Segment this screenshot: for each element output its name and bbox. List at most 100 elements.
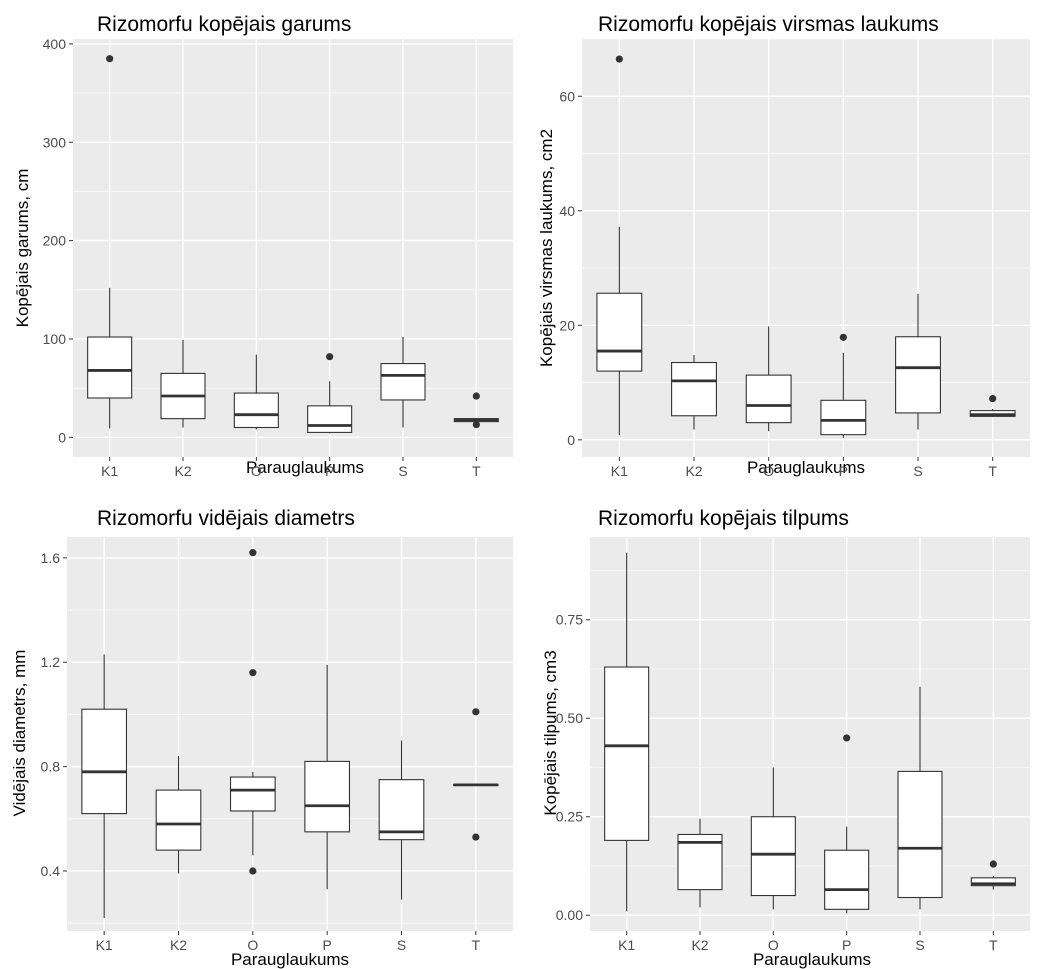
box-K2 <box>160 339 206 428</box>
box-K1 <box>87 55 133 429</box>
y-tick-label: 200 <box>43 233 67 249</box>
x-tick-label: O <box>247 937 258 953</box>
x-tick-label: K1 <box>96 937 113 953</box>
box-O <box>229 549 276 875</box>
box-T <box>969 394 1016 417</box>
x-tick-label: P <box>325 463 334 479</box>
outlier-point <box>106 55 114 63</box>
box-iqr <box>87 336 133 399</box>
outlier-point <box>472 392 480 400</box>
x-tick-label: S <box>915 937 924 953</box>
x-tick-label: O <box>768 937 779 953</box>
outlier-point <box>249 669 257 677</box>
x-tick-label: P <box>842 937 851 953</box>
box-iqr <box>895 336 941 414</box>
y-tick-label: 0 <box>58 429 66 445</box>
box-iqr <box>155 789 202 851</box>
box-O <box>233 354 279 430</box>
x-tick-label: O <box>251 463 262 479</box>
x-axis-title: Parauglaukums <box>753 950 871 969</box>
x-tick-label: K1 <box>101 463 118 479</box>
x-axis-title: Parauglaukums <box>747 458 865 477</box>
x-axis-title: Parauglaukums <box>246 458 364 477</box>
box-S <box>378 740 425 900</box>
box-K1 <box>81 654 128 918</box>
y-tick-label: 0.4 <box>41 863 61 879</box>
box-P <box>307 353 353 434</box>
y-tick-label: 0.8 <box>41 759 61 775</box>
y-axis-title: Kopējais garums, cm <box>13 169 32 328</box>
y-tick-label: 400 <box>43 36 67 52</box>
panel-title: Rizomorfu kopējais tilpums <box>598 507 849 530</box>
box-T <box>970 860 1016 890</box>
x-tick-label: P <box>839 463 848 479</box>
outlier-point <box>839 333 847 341</box>
x-tick-label: K1 <box>618 937 635 953</box>
box-iqr <box>604 666 650 841</box>
box-iqr <box>378 779 425 841</box>
outlier-point <box>472 420 480 429</box>
box-S <box>380 337 426 428</box>
panel-total-length: Rizomorfu kopējais garums Parauglaukums … <box>13 13 513 479</box>
outlier-point <box>326 353 334 361</box>
outlier-point <box>472 708 480 716</box>
box-P <box>820 333 867 439</box>
x-tick-label: S <box>398 463 407 479</box>
box-O <box>750 767 796 910</box>
box-P <box>824 734 870 914</box>
x-tick-label: S <box>397 937 406 953</box>
x-axis-title: Parauglaukums <box>231 950 349 969</box>
box-iqr <box>820 399 867 436</box>
box-iqr <box>380 363 426 401</box>
plot-background <box>67 537 513 931</box>
y-tick-label: 100 <box>43 331 67 347</box>
y-tick-label: 0.25 <box>556 809 583 825</box>
x-tick-label: S <box>913 463 922 479</box>
y-tick-label: 0.75 <box>556 612 583 628</box>
x-tick-label: O <box>763 463 774 479</box>
box-iqr <box>233 392 279 429</box>
y-tick-label: 60 <box>559 88 575 104</box>
y-tick-label: 0 <box>567 432 575 448</box>
box-K1 <box>604 552 650 912</box>
y-axis-title: Vidējais diametrs, mm <box>10 650 29 817</box>
x-tick-label: T <box>989 937 998 953</box>
panel-total-volume: Rizomorfu kopējais tilpums Parauglaukums… <box>541 507 1030 969</box>
box-T <box>452 708 499 841</box>
box-P <box>304 664 351 890</box>
x-tick-label: T <box>988 463 997 479</box>
x-tick-label: K1 <box>611 463 628 479</box>
panel-total-surface-area: Rizomorfu kopējais virsmas laukums Parau… <box>537 13 1030 479</box>
plot-background <box>590 537 1030 931</box>
panel-title: Rizomorfu kopējais garums <box>97 13 351 36</box>
outlier-point <box>249 549 257 557</box>
outlier-point <box>989 394 997 403</box>
box-iqr <box>307 405 353 433</box>
box-K2 <box>677 818 723 908</box>
x-tick-label: K2 <box>174 463 191 479</box>
y-tick-label: 1.6 <box>41 550 61 566</box>
box-K2 <box>671 355 717 430</box>
y-tick-label: 0.00 <box>556 907 583 923</box>
outlier-point <box>249 867 257 875</box>
plot-background <box>582 39 1030 457</box>
box-iqr <box>970 877 1016 887</box>
box-iqr <box>81 708 128 815</box>
box-K2 <box>155 756 202 874</box>
y-tick-label: 20 <box>559 317 575 333</box>
x-tick-label: K2 <box>691 937 708 953</box>
y-tick-label: 300 <box>43 134 67 150</box>
y-axis-title: Kopējais virsmas laukums, cm2 <box>537 129 556 367</box>
y-tick-label: 1.2 <box>41 654 61 670</box>
box-iqr <box>897 770 943 899</box>
panel-mean-diameter: Rizomorfu vidējais diametrs Parauglaukum… <box>10 507 513 969</box>
box-iqr <box>596 292 643 372</box>
x-tick-label: K2 <box>170 937 187 953</box>
box-iqr <box>229 776 276 812</box>
box-O <box>745 326 792 432</box>
box-T <box>453 392 499 429</box>
x-tick-label: T <box>472 937 481 953</box>
box-S <box>897 686 943 910</box>
panel-title: Rizomorfu vidējais diametrs <box>97 507 355 530</box>
